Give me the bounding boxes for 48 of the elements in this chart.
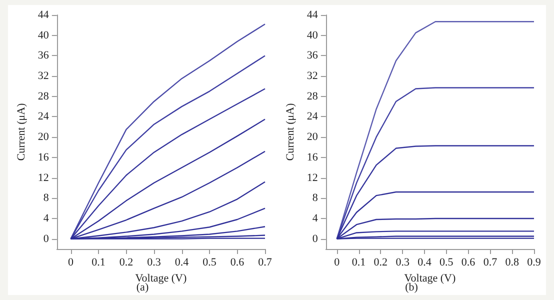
y-tick-label: 36 — [306, 50, 318, 62]
x-tick-label: 0.4 — [418, 256, 432, 268]
y-tick-label: 20 — [38, 131, 50, 144]
y-tick-label: 12 — [38, 172, 49, 184]
y-tick-label: 0 — [43, 232, 50, 245]
y-tick-label: 8 — [312, 192, 318, 204]
x-tick-label: 0.3 — [396, 256, 410, 268]
text: (a) — [136, 282, 149, 294]
x-tick-label: 0.1 — [352, 256, 366, 268]
x-axis-title: Voltage (V) — [404, 272, 456, 284]
y-tick-label: 16 — [306, 151, 318, 164]
x-tick-label: 0.7 — [483, 256, 498, 268]
x-tick-label: 0.7 — [258, 256, 272, 268]
x-tick-label: 0.2 — [119, 256, 134, 268]
x-tick-label: 0.1 — [92, 256, 106, 268]
x-tick-label: 0.2 — [374, 256, 388, 268]
y-tick-label: 4 — [43, 212, 50, 224]
y-tick-label: 28 — [306, 90, 318, 102]
y-tick-label: 0 — [312, 232, 318, 245]
x-tick-label: 0.6 — [461, 256, 476, 268]
y-tick-label: 16 — [38, 151, 50, 164]
y-tick-label: 28 — [38, 90, 50, 102]
x-tick-label: 0.8 — [505, 256, 520, 268]
x-tick-label: 0 — [68, 256, 74, 268]
y-tick-label: 4 — [312, 212, 318, 224]
x-tick-label: 0.6 — [230, 256, 245, 268]
x-tick-label: 0.5 — [202, 256, 217, 268]
y-tick-label: 20 — [306, 131, 318, 144]
x-tick-label: 0.4 — [174, 256, 190, 268]
y-tick-label: 44 — [306, 9, 318, 21]
x-tick-label: 0.9 — [527, 256, 542, 268]
y-tick-label: 44 — [38, 9, 50, 21]
y-axis-title: Current (μA) — [284, 102, 296, 161]
y-tick-label: 40 — [38, 29, 50, 42]
y-tick-label: 32 — [38, 70, 49, 82]
y-tick-label: 24 — [38, 110, 50, 123]
y-tick-label: 36 — [38, 50, 50, 62]
y-tick-label: 40 — [306, 29, 318, 42]
x-tick-label: 0 — [334, 256, 340, 268]
text: (b) — [405, 282, 418, 294]
y-tick-label: 8 — [43, 192, 50, 204]
y-tick-label: 12 — [306, 172, 318, 184]
y-axis-title: Current (μA) — [16, 102, 28, 161]
x-tick-label: 0.5 — [440, 256, 454, 268]
y-tick-label: 24 — [306, 110, 318, 123]
x-tick-label: 0.3 — [147, 256, 162, 268]
x-axis-title: Voltage (V) — [135, 272, 187, 284]
y-tick-label: 32 — [306, 70, 318, 82]
